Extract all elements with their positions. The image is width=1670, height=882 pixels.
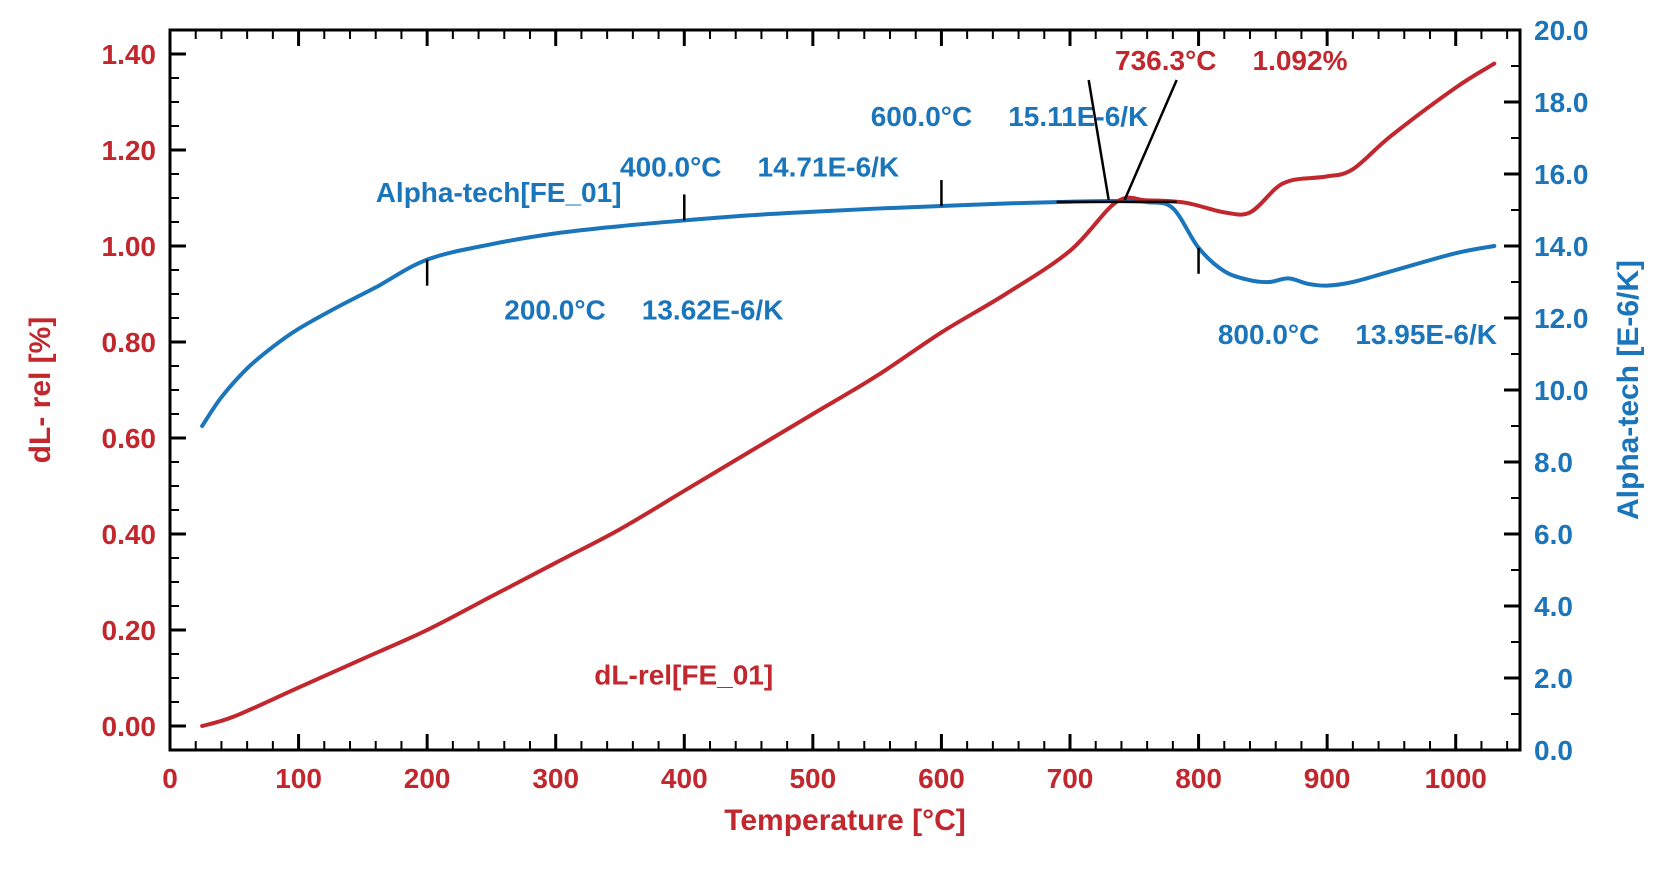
y-right-tick-label: 4.0 (1534, 591, 1573, 622)
y-left-tick-label: 0.20 (102, 615, 157, 646)
x-tick-label: 1000 (1425, 763, 1487, 794)
y-left-tick-label: 0.00 (102, 711, 157, 742)
x-tick-label: 400 (661, 763, 708, 794)
chart-container: 0 100 200 300 400 500 600 700 800 900 1000 Temperat… (0, 0, 1670, 882)
y-right-axis-label: Alpha-tech [E-6/K] (1612, 260, 1645, 520)
x-tick-label: 500 (789, 763, 836, 794)
callout-label: 200.0°C13.62E-6/K (504, 295, 783, 326)
x-axis-label: Temperature [°C] (724, 804, 965, 837)
y-left-tick-label: 1.40 (102, 39, 157, 70)
y-right-tick-label: 14.0 (1534, 231, 1589, 262)
x-tick-label: 300 (532, 763, 579, 794)
callout-label: 600.0°C15.11E-6/K (871, 101, 1149, 132)
y-right-tick-label: 8.0 (1534, 447, 1573, 478)
y-right-tick-label: 6.0 (1534, 519, 1573, 550)
dilatometry-chart: 0 100 200 300 400 500 600 700 800 900 1000 Temperat… (0, 0, 1670, 882)
x-tick-label: 900 (1304, 763, 1351, 794)
callout-label: 800.0°C13.95E-6/K (1218, 319, 1497, 350)
y-right-tick-label: 10.0 (1534, 375, 1589, 406)
callout-label: 400.0°C14.71E-6/K (620, 151, 899, 182)
y-left-axis-label: dL- rel [%] (24, 317, 57, 464)
y-left-tick-label: 0.60 (102, 423, 157, 454)
series-label-red: dL-rel[FE_01] (594, 659, 773, 690)
x-tick-label: 700 (1047, 763, 1094, 794)
y-left-tick-label: 0.40 (102, 519, 157, 550)
y-left-tick-label: 1.20 (102, 135, 157, 166)
y-right-tick-label: 18.0 (1534, 87, 1589, 118)
y-right-tick-label: 16.0 (1534, 159, 1589, 190)
x-tick-label: 800 (1175, 763, 1222, 794)
y-left-tick-label: 0.80 (102, 327, 157, 358)
x-tick-label: 600 (918, 763, 965, 794)
y-right-tick-label: 2.0 (1534, 663, 1573, 694)
x-tick-label: 100 (275, 763, 322, 794)
y-left-tick-label: 1.00 (102, 231, 157, 262)
y-right-tick-label: 0.0 (1534, 735, 1573, 766)
x-tick-label: 0 (162, 763, 178, 794)
y-right-tick-label: 20.0 (1534, 15, 1589, 46)
y-right-tick-label: 12.0 (1534, 303, 1589, 334)
series-label-blue: Alpha-tech[FE_01] (376, 177, 622, 208)
x-tick-label: 200 (404, 763, 451, 794)
